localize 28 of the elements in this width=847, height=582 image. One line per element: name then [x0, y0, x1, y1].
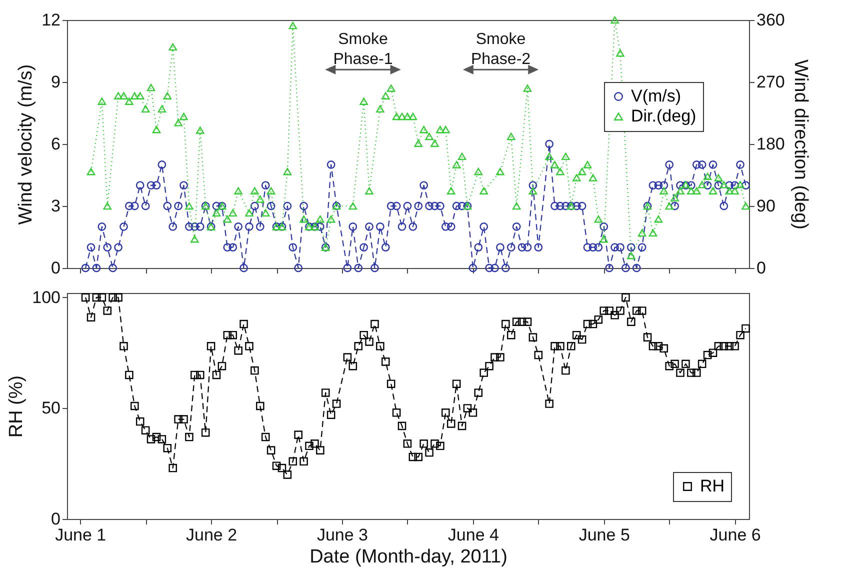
y-tick-label: 50 [42, 398, 60, 418]
y-axis-title: RH (%) [6, 375, 28, 438]
y-tick-label: 9 [51, 72, 60, 92]
x-tick-label: June 1 [55, 526, 106, 544]
y2-tick-label: 0 [756, 258, 766, 278]
y2-tick-label: 180 [756, 134, 785, 154]
y-tick-label: 0 [51, 510, 60, 528]
y2-axis-title: Wind direction (deg) [790, 59, 811, 230]
legend-label: Dir.(deg) [631, 106, 696, 126]
x-axis-title: Date (Month-day, 2011) [310, 546, 508, 568]
y-tick-label: 0 [51, 258, 60, 278]
y-tick-label: 6 [51, 134, 60, 154]
y2-tick-label: 270 [756, 72, 785, 92]
annotation: Smoke Phase-1 [333, 31, 393, 68]
x-tick-label: June 4 [448, 526, 499, 544]
y-axis-title: Wind velocity (m/s) [16, 64, 37, 225]
y-tick-label: 3 [51, 196, 60, 216]
x-tick-label: June 2 [186, 526, 238, 544]
legend-label: V(m/s) [631, 86, 682, 106]
y2-tick-label: 90 [756, 196, 776, 216]
x-tick-label: June 3 [316, 526, 368, 544]
x-tick-label: June 5 [578, 526, 630, 544]
y-tick-label: 12 [42, 10, 60, 30]
y-tick-label: 100 [32, 288, 60, 307]
legend-label: RH [700, 476, 725, 496]
annotation: Smoke Phase-2 [470, 31, 531, 68]
y2-tick-label: 360 [756, 10, 785, 30]
x-tick-label: June 6 [710, 526, 761, 544]
